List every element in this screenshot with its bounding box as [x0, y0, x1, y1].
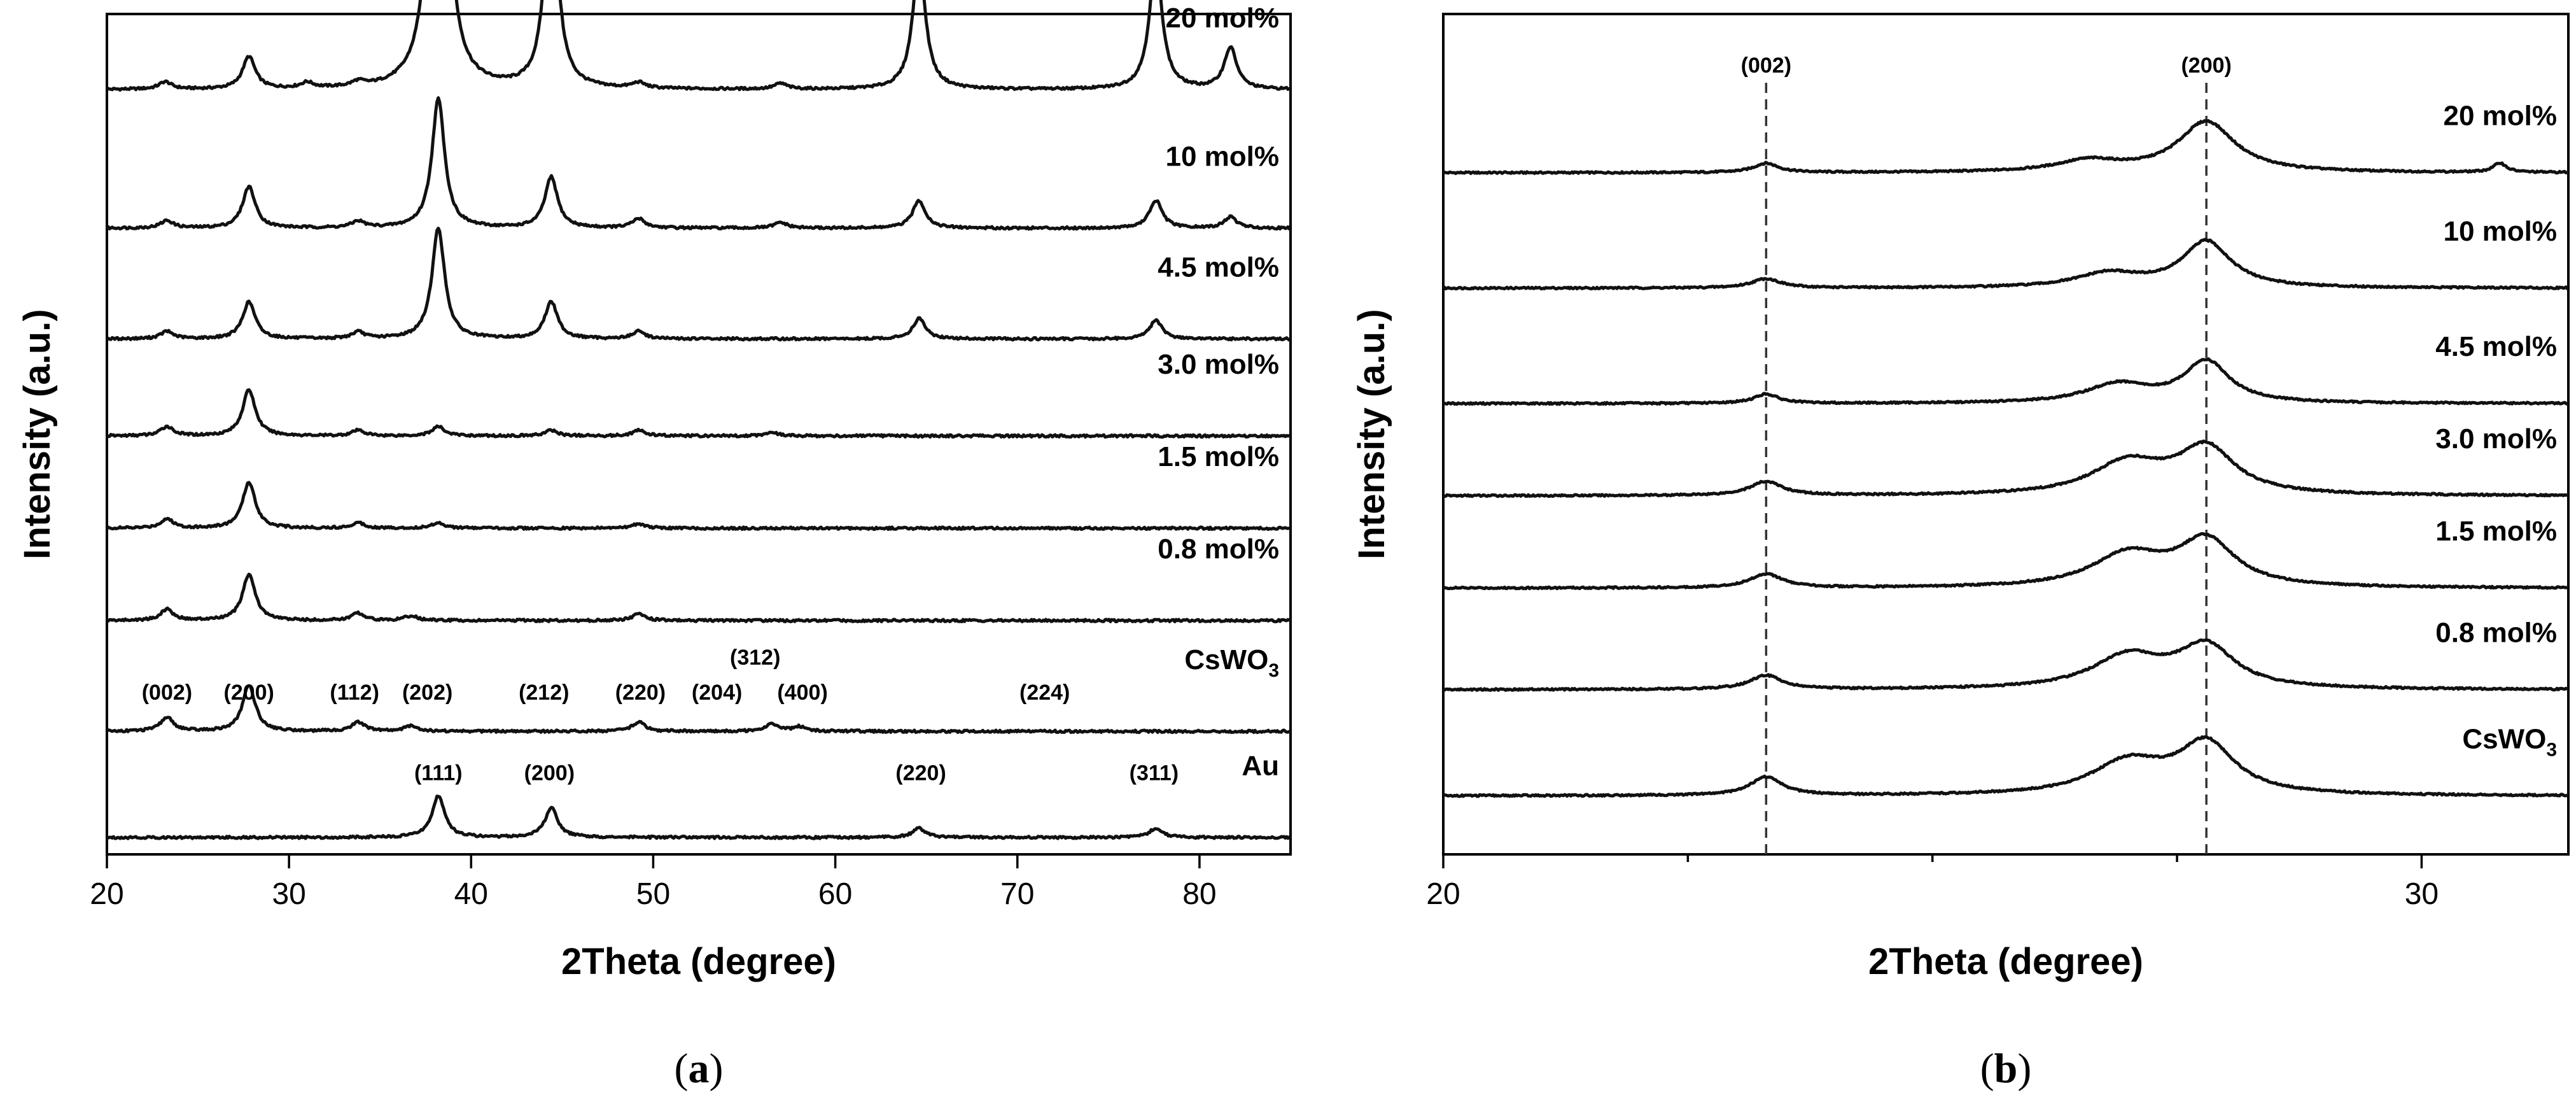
panel-a-hkl-au: (220)	[895, 761, 946, 786]
panel-a-hkl-cswo3: (202)	[402, 681, 452, 705]
panel-a-traces	[106, 0, 1292, 840]
panel-a-x-tick-label: 80	[1182, 877, 1216, 911]
panel-a-hkl-cswo3: (204)	[692, 681, 742, 705]
panel-a-trace-1-5-mol-	[106, 481, 1291, 531]
panel-b-series-label: 1.5 mol%	[2435, 516, 2557, 547]
panel-a-x-tick-label: 60	[818, 877, 852, 911]
panel-a-hkl-cswo3: (220)	[615, 681, 666, 705]
panel-b-series-label: 3.0 mol%	[2435, 423, 2557, 455]
panel-a-x-tick-label: 20	[90, 877, 123, 911]
panel-a-trace-3-0-mol-	[106, 388, 1291, 439]
panel-a-series-label-text: Au	[1242, 751, 1279, 782]
panel-a-series-label-text: CsWO	[1184, 644, 1268, 675]
panel-a-series-label: 0.8 mol%	[1158, 533, 1279, 565]
panel-a-x-tick-label: 30	[272, 877, 305, 911]
panel-a-hkl-cswo3: (112)	[330, 681, 379, 705]
panel-a-series-label: 10 mol%	[1165, 141, 1279, 173]
panel-b-plot-frame	[1442, 13, 2570, 856]
panel-a-hkl-cswo3: (312)	[730, 646, 780, 670]
panel-a-trace-4-5-mol-	[106, 227, 1291, 342]
panel-b-series-label-subscript: 3	[2546, 739, 2557, 760]
panel-a-trace-20-mol-	[106, 0, 1291, 92]
panel-a-hkl-cswo3: (212)	[519, 681, 569, 705]
panel-a-trace-cswo3	[106, 684, 1292, 734]
panel-a-x-tick-label: 70	[1000, 877, 1034, 911]
panel-a-x-tick-label: 40	[454, 877, 488, 911]
panel-a-series-label: 4.5 mol%	[1158, 252, 1279, 283]
panel-b-series-label-text: 10 mol%	[2443, 216, 2557, 247]
panel-b-series-label: CsWO3	[2462, 723, 2557, 760]
panel-a-series-label: CsWO3	[1184, 644, 1279, 681]
panel-a-plot-frame	[106, 13, 1292, 856]
panel-b-series-label-text: 4.5 mol%	[2435, 331, 2557, 362]
panel-b-series-label-text: 1.5 mol%	[2435, 516, 2557, 547]
panel-a-hkl-cswo3: (200)	[224, 681, 274, 705]
panel-b-series-label: 10 mol%	[2443, 216, 2557, 247]
panel-a-series-label-text: 4.5 mol%	[1158, 252, 1279, 283]
panel-b-y-axis-title: Intensity (a.u.)	[1351, 309, 1392, 559]
panel-b-trace-0-8-mol-	[1442, 638, 2570, 692]
panel-b-trace-4-5-mol-	[1442, 357, 2569, 406]
panel-b-series-label: 4.5 mol%	[2435, 331, 2557, 362]
panel-b-ref-line-label: (200)	[2181, 53, 2231, 78]
panel-a-x-axis-title: 2Theta (degree)	[561, 941, 836, 982]
panel-b-x-tick-label: 20	[1426, 877, 1460, 911]
panel-a-series-label: 3.0 mol%	[1158, 349, 1279, 380]
panel-b-trace-1-5-mol-	[1443, 532, 2569, 591]
panel-b-x-axis: 20 30	[1426, 854, 2439, 911]
panel-b-caption-letter: b	[1994, 1045, 2018, 1092]
panel-b-series-labels: 20 mol% 10 mol% 4.5 mol% 3.0 mol% 1.5 mol% 0.…	[2435, 101, 2557, 761]
panel-a-series-label-text: 3.0 mol%	[1158, 349, 1279, 380]
panel-b-trace-20-mol-	[1442, 119, 2569, 175]
panel-b-chart: 20 30 (002) (200) 20 mol%10 mol%4.5 mol%3.…	[1351, 13, 2570, 1092]
panel-a-series-label-text: 10 mol%	[1165, 141, 1279, 173]
panel-a-y-axis-title: Intensity (a.u.)	[17, 309, 58, 559]
panel-b-caption: (b)	[1980, 1045, 2032, 1092]
panel-b-series-label-text: 3.0 mol%	[2435, 423, 2557, 455]
panel-a-series-label: 20 mol%	[1165, 3, 1279, 34]
panel-b-reference-lines: (002) (200)	[1741, 53, 2232, 854]
panel-a-series-label-subscript: 3	[1268, 660, 1279, 681]
panel-b-series-label: 0.8 mol%	[2435, 618, 2557, 649]
panel-a-series-label-text: 0.8 mol%	[1158, 533, 1279, 565]
panel-a-hkl-labels: (002) (200) (112) (202) (212) (220) (204) (312)…	[142, 646, 1179, 786]
panel-a-series-labels: 20 mol% 10 mol% 4.5 mol% 3.0 mol% 1.5 mol% 0.…	[1158, 3, 1279, 782]
panel-a-trace-10-mol-	[106, 96, 1291, 231]
panel-a-hkl-au: (311)	[1130, 761, 1179, 786]
panel-a-hkl-au: (200)	[524, 761, 575, 786]
panel-b-series-label-text: 0.8 mol%	[2435, 618, 2557, 649]
panel-b-trace-3-0-mol-	[1442, 439, 2569, 498]
panel-a-hkl-au: (111)	[414, 761, 463, 786]
panel-a-caption-letter: a	[689, 1045, 710, 1092]
panel-b-x-axis-title: 2Theta (degree)	[1868, 941, 2143, 982]
panel-a-x-tick-label: 50	[636, 877, 670, 911]
panel-b-ref-line-label: (002)	[1741, 53, 1791, 78]
panel-b-x-tick-label: 30	[2405, 877, 2439, 911]
panel-b-series-label-text: CsWO	[2462, 723, 2546, 754]
panel-a-hkl-cswo3: (400)	[777, 681, 827, 705]
panel-a-series-label-text: 20 mol%	[1165, 3, 1279, 34]
panel-a-hkl-cswo3: (224)	[1019, 681, 1070, 705]
panel-a-caption: (a)	[675, 1045, 724, 1092]
panel-b-trace-cswo3	[1443, 735, 2570, 798]
panel-a-hkl-cswo3: (002)	[142, 681, 192, 705]
panel-b-series-label: 20 mol%	[2443, 101, 2557, 132]
panel-a-series-label: 1.5 mol%	[1158, 441, 1279, 472]
panel-a-chart: 20 30 40 50 60 70 80 20 mol% 10 mol% 4.5 mol% 3.0…	[17, 0, 1292, 1092]
panel-a-trace-0-8-mol-	[106, 572, 1292, 623]
panel-a-series-label-text: 1.5 mol%	[1158, 441, 1279, 472]
panel-b-traces	[1442, 119, 2570, 798]
panel-a-trace-au	[106, 795, 1292, 840]
panel-a-series-label: Au	[1242, 751, 1279, 782]
panel-a-x-axis: 20 30 40 50 60 70 80	[90, 854, 1217, 911]
panel-b-trace-10-mol-	[1442, 237, 2569, 291]
panel-b-series-label-text: 20 mol%	[2443, 101, 2557, 132]
